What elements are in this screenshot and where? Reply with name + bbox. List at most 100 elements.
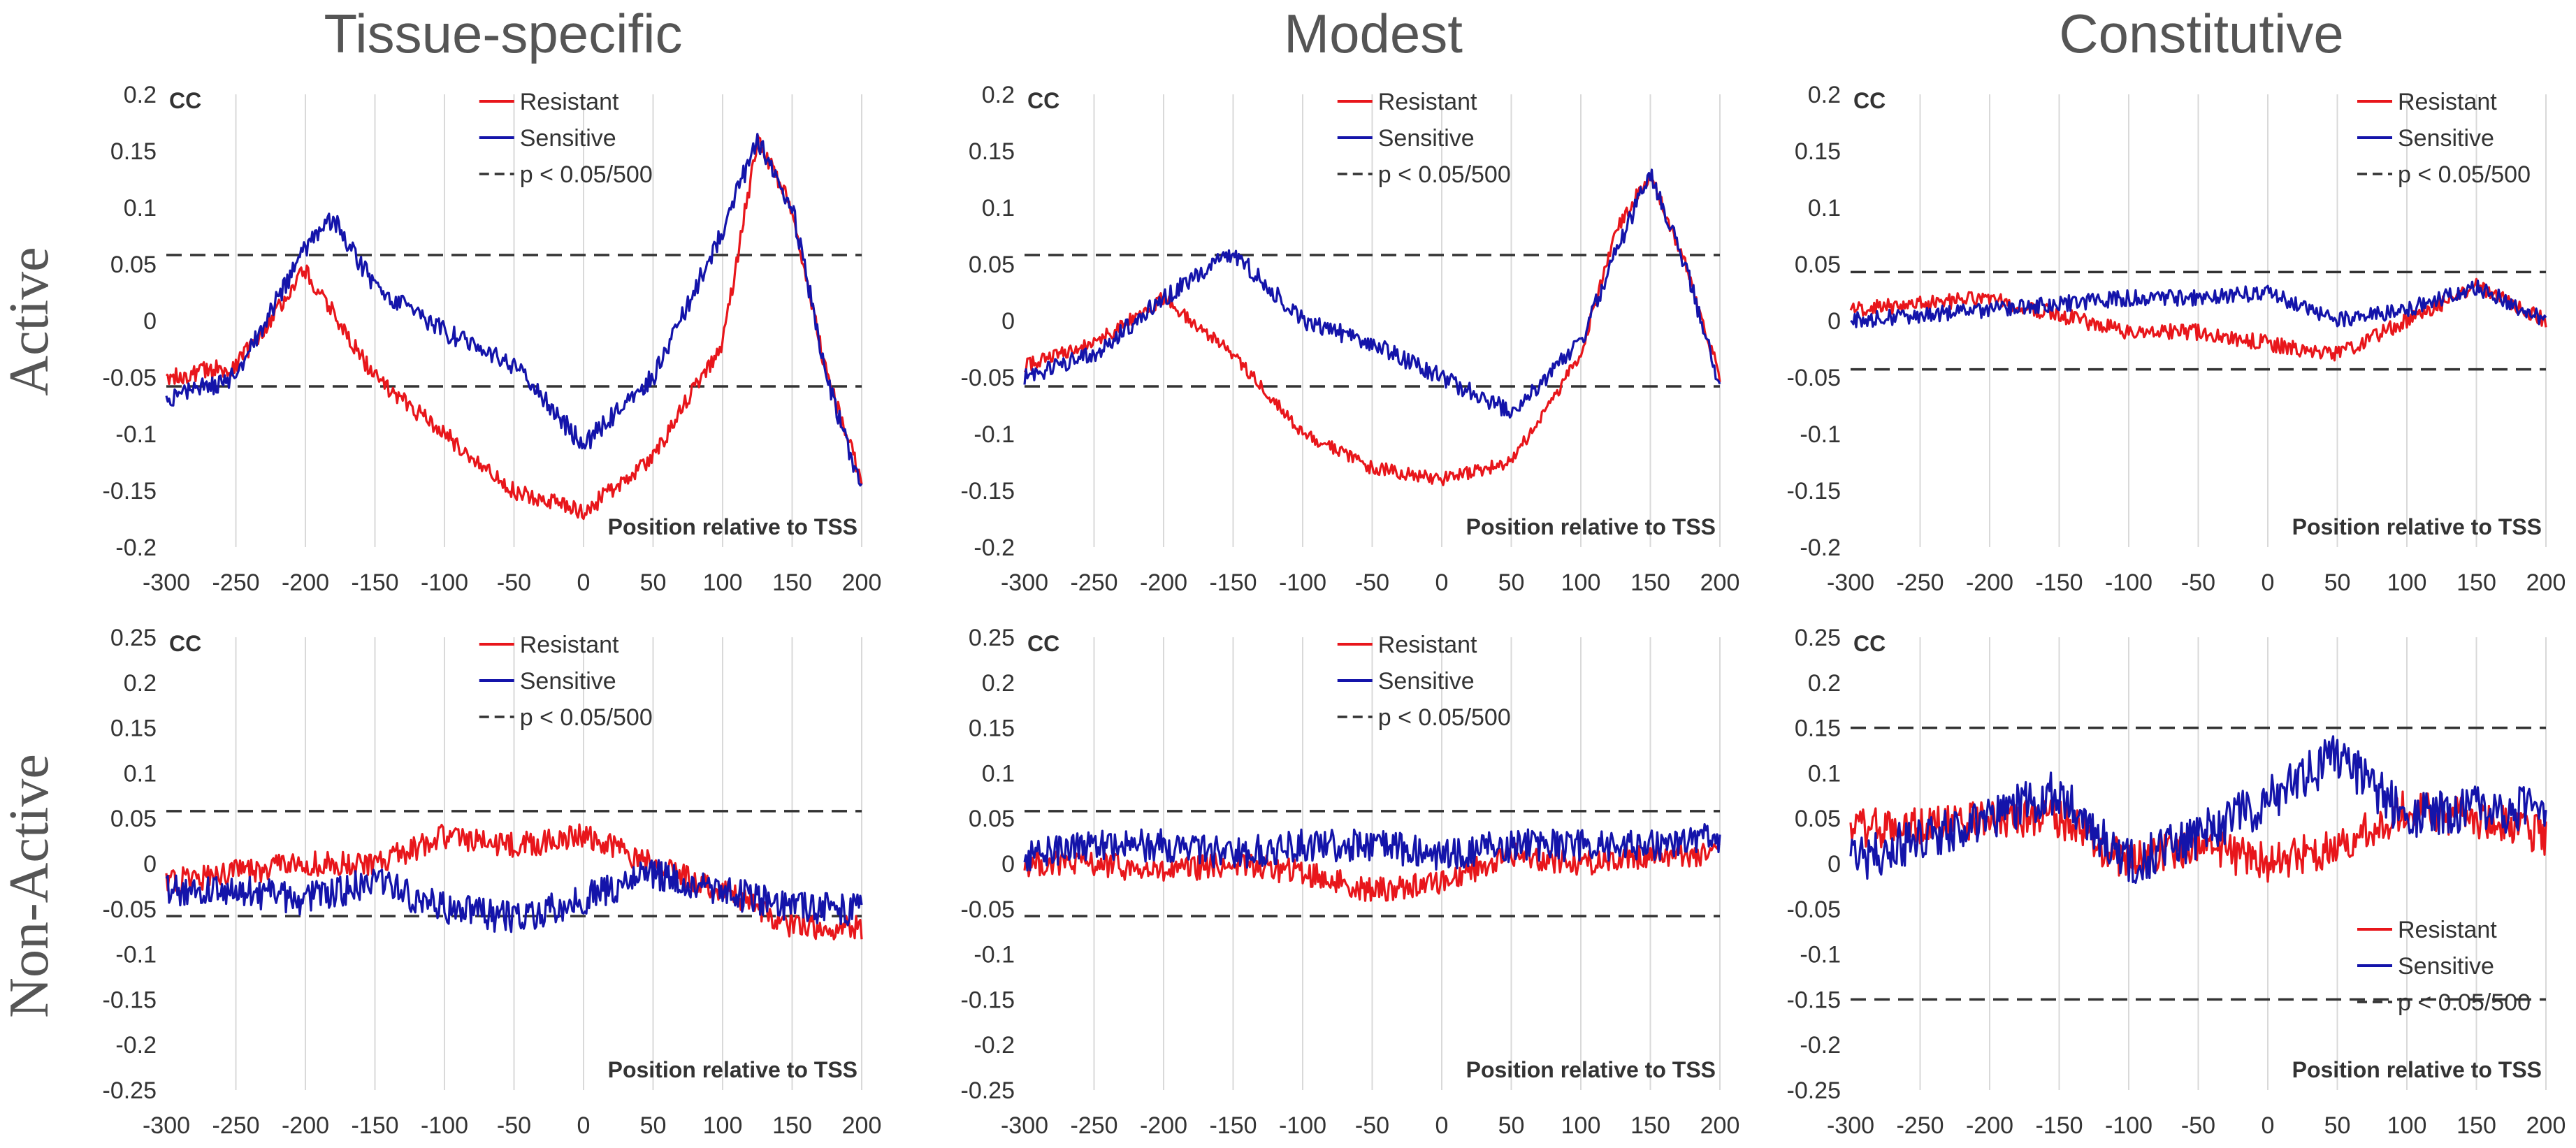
legend-label-resistant: Resistant <box>520 89 619 115</box>
y-tick-label: 0.2 <box>1808 82 1841 108</box>
legend-label-threshold: p < 0.05/500 <box>520 704 653 731</box>
y-tick-label: 0.2 <box>982 82 1015 108</box>
y-tick-label: 0 <box>1828 851 1841 878</box>
y-tick-label: -0.15 <box>1787 478 1841 504</box>
y-tick-label: -0.25 <box>103 1077 157 1104</box>
y-tick-label: -0.1 <box>115 942 157 968</box>
chart-panels: 0.2 0.15 0.1 0.05 0 -0.05 -0.1 -0.15 -0.2 -300 -25… <box>103 82 2566 1139</box>
x-tick-label: -100 <box>421 569 468 596</box>
chart-panel-active-tissue-specific: 0.2 0.15 0.1 0.05 0 -0.05 -0.1 -0.15 -0.2 -300 -25… <box>103 82 882 596</box>
y-tick-label: 0.15 <box>969 138 1015 165</box>
x-tick-label: 0 <box>1435 569 1449 596</box>
x-tick-label: 200 <box>842 569 882 596</box>
x-tick-label: -150 <box>1209 1112 1257 1139</box>
x-tick-label: 200 <box>842 1112 882 1139</box>
x-tick-label: -300 <box>143 569 190 596</box>
y-tick-label: -0.2 <box>1800 535 1841 561</box>
y-tick-label: -0.15 <box>961 987 1015 1013</box>
y-tick-label: -0.2 <box>974 1032 1015 1059</box>
y-tick-label: -0.25 <box>961 1077 1015 1104</box>
x-tick-label: -250 <box>1070 1112 1117 1139</box>
series-line-sensitive <box>1023 168 1721 419</box>
x-axis-title: Position relative to TSS <box>2292 1057 2542 1082</box>
y-tick-label: 0.15 <box>969 715 1015 742</box>
x-tick-label: -150 <box>351 1112 398 1139</box>
x-tick-label: -200 <box>1966 1112 2013 1139</box>
x-tick-label: 150 <box>1630 569 1670 596</box>
y-tick-label: 0.05 <box>969 806 1015 832</box>
series-line-resistant <box>166 133 863 521</box>
x-tick-label: -200 <box>1140 569 1187 596</box>
x-tick-label: -300 <box>1001 1112 1048 1139</box>
y-tick-label: 0.2 <box>124 82 157 108</box>
y-axis-label: CC <box>169 631 201 656</box>
x-tick-label: 200 <box>2526 569 2566 596</box>
x-tick-label: -50 <box>497 1112 531 1139</box>
x-tick-label: 100 <box>1561 569 1601 596</box>
x-tick-label: -300 <box>1827 569 1874 596</box>
y-tick-label: -0.15 <box>103 987 157 1013</box>
y-tick-label: -0.15 <box>1787 987 1841 1013</box>
y-tick-label: 0 <box>143 308 157 335</box>
y-tick-label: 0.05 <box>110 806 157 832</box>
y-tick-label: -0.05 <box>103 365 157 391</box>
y-tick-label: -0.1 <box>1800 421 1841 448</box>
series-line-resistant <box>165 823 863 940</box>
x-tick-label: 50 <box>640 1112 667 1139</box>
x-tick-label: 0 <box>577 1112 591 1139</box>
legend-label-sensitive: Sensitive <box>520 125 616 152</box>
y-tick-label: 0.2 <box>124 670 157 697</box>
y-axis-label: CC <box>169 88 201 113</box>
y-tick-label: 0.1 <box>982 195 1015 221</box>
legend-label-sensitive: Sensitive <box>520 668 616 695</box>
legend: Resistant Sensitive p < 0.05/500 <box>2357 917 2531 1016</box>
y-tick-label: 0.1 <box>982 760 1015 787</box>
legend-label-threshold: p < 0.05/500 <box>520 161 653 188</box>
y-tick-label: -0.15 <box>103 478 157 504</box>
legend-label-sensitive: Sensitive <box>1378 125 1475 152</box>
x-tick-label: -50 <box>2181 569 2215 596</box>
x-tick-label: -150 <box>351 569 398 596</box>
series-line-sensitive <box>165 133 863 487</box>
y-tick-label: 0.2 <box>982 670 1015 697</box>
x-tick-label: -250 <box>1070 569 1117 596</box>
y-tick-label: 0.25 <box>969 625 1015 651</box>
series-line-resistant <box>1023 842 1721 902</box>
legend-label-sensitive: Sensitive <box>2398 953 2494 980</box>
x-axis-title: Position relative to TSS <box>608 1057 858 1082</box>
x-tick-label: 100 <box>2387 569 2427 596</box>
series-line-sensitive <box>1849 735 2547 885</box>
y-tick-label: -0.2 <box>974 535 1015 561</box>
legend: Resistant Sensitive p < 0.05/500 <box>1337 89 1511 188</box>
y-tick-label: 0 <box>1001 308 1015 335</box>
series-line-sensitive <box>165 859 863 933</box>
y-tick-label: 0 <box>1828 308 1841 335</box>
legend-label-resistant: Resistant <box>2398 89 2497 115</box>
x-tick-label: -200 <box>1140 1112 1187 1139</box>
col-title-tissue-specific: Tissue-specific <box>324 3 683 64</box>
x-tick-label: -100 <box>1279 1112 1326 1139</box>
y-tick-label: -0.05 <box>1787 896 1841 923</box>
chart-panel-active-modest: 0.2 0.15 0.1 0.05 0 -0.05 -0.1 -0.15 -0.2 -300 -25… <box>961 82 1740 596</box>
legend-label-threshold: p < 0.05/500 <box>1378 161 1511 188</box>
legend-label-threshold: p < 0.05/500 <box>1378 704 1511 731</box>
col-title-constitutive: Constitutive <box>2059 3 2344 64</box>
y-tick-label: -0.25 <box>1787 1077 1841 1104</box>
x-axis-title: Position relative to TSS <box>2292 514 2542 539</box>
x-tick-label: -50 <box>2181 1112 2215 1139</box>
col-title-modest: Modest <box>1284 3 1463 64</box>
y-tick-label: -0.1 <box>974 421 1015 448</box>
x-tick-label: 100 <box>703 569 743 596</box>
chart-panel-nonactive-modest: 0.25 0.2 0.15 0.1 0.05 0 -0.05 -0.1 -0.15 -0.2 -0.… <box>961 625 1740 1139</box>
legend: Resistant Sensitive p < 0.05/500 <box>2357 89 2531 188</box>
legend-label-threshold: p < 0.05/500 <box>2398 989 2531 1016</box>
x-tick-label: 150 <box>2456 569 2496 596</box>
x-tick-label: 100 <box>703 1112 743 1139</box>
x-tick-label: -250 <box>212 569 259 596</box>
x-tick-label: -250 <box>1896 569 1944 596</box>
x-tick-label: -200 <box>282 1112 329 1139</box>
x-tick-label: 50 <box>1498 569 1525 596</box>
y-tick-label: 0.15 <box>1795 715 1841 742</box>
x-tick-label: -100 <box>2105 1112 2152 1139</box>
